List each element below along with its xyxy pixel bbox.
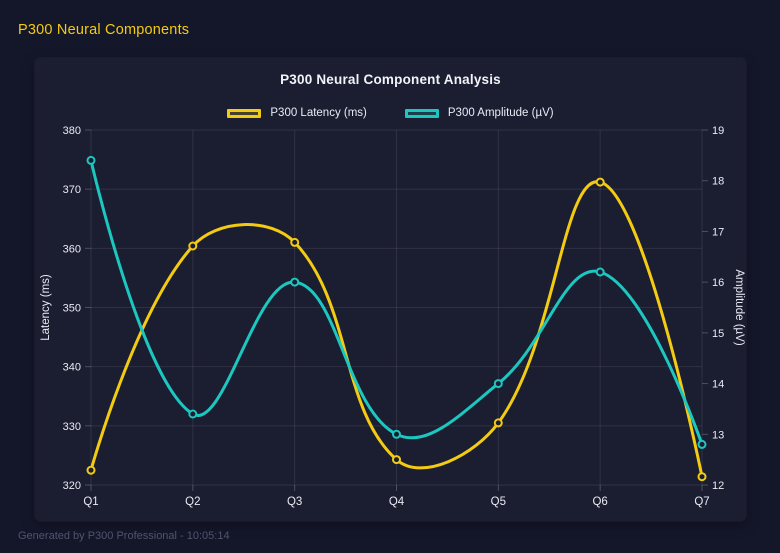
left-axis-tick-label: 340 [63,362,81,374]
page-title: P300 Neural Components [18,22,190,38]
legend-swatch-amplitude-icon [404,108,439,118]
data-point-latency-q4[interactable] [392,455,401,465]
data-point-latency-q3[interactable] [290,237,300,247]
legend-item-amplitude[interactable]: P300 Amplitude (µV) [404,107,554,119]
left-axis-tick-label: 320 [63,480,81,492]
data-point-amplitude-q1[interactable] [86,155,96,165]
right-axis-tick-label: 17 [712,226,724,238]
right-axis-tick-label: 12 [712,480,724,492]
left-axis-tick-label: 370 [63,184,81,196]
data-point-amplitude-q3[interactable] [290,277,300,287]
right-axis-tick-label: 14 [712,379,724,391]
data-point-amplitude-q2[interactable] [188,409,198,419]
data-point-amplitude-q7[interactable] [697,439,707,449]
chart-title: P300 Neural Component Analysis [280,72,501,87]
chart-legend: P300 Latency (ms) P300 Amplitude (µV) [35,104,746,122]
data-point-latency-q6[interactable] [595,177,605,187]
x-axis-tick-label: Q5 [491,496,506,508]
footer-note: Generated by P300 Professional - 10:05:1… [18,530,230,542]
right-axis-tick-label: 13 [712,429,724,441]
legend-label-latency: P300 Latency (ms) [270,107,367,119]
data-point-amplitude-q5[interactable] [493,379,503,389]
x-axis-tick-label: Q3 [287,496,302,508]
left-axis-tick-label: 360 [63,243,81,255]
data-point-latency-q5[interactable] [493,418,503,428]
legend-swatch-latency-icon [227,108,262,118]
left-axis-tick-label: 350 [63,303,81,315]
data-point-latency-q1[interactable] [86,465,96,475]
right-axis-title: Amplitude (µV) [733,269,745,345]
data-point-latency-q7[interactable] [697,472,707,482]
data-point-latency-q2[interactable] [188,241,198,251]
x-axis-tick-label: Q6 [592,496,607,508]
left-axis-tick-label: 380 [63,125,81,137]
right-axis-tick-label: 15 [712,328,724,340]
legend-item-latency[interactable]: P300 Latency (ms) [227,107,367,119]
x-axis-tick-label: Q4 [389,496,405,508]
x-axis-tick-label: Q7 [694,496,709,508]
legend-label-amplitude: P300 Amplitude (µV) [447,107,554,119]
right-axis-tick-label: 19 [712,125,724,137]
left-axis-title: Latency (ms) [40,274,52,341]
left-axis-tick-label: 330 [63,421,81,433]
chart-card: P300 Neural Component Analysis P300 Late… [35,58,746,521]
right-axis-tick-label: 18 [712,176,724,188]
data-point-amplitude-q4[interactable] [392,429,401,439]
right-axis-tick-label: 16 [712,277,724,289]
x-axis-tick-label: Q2 [185,496,200,508]
x-axis-tick-label: Q1 [83,496,98,508]
data-point-amplitude-q6[interactable] [595,267,605,277]
